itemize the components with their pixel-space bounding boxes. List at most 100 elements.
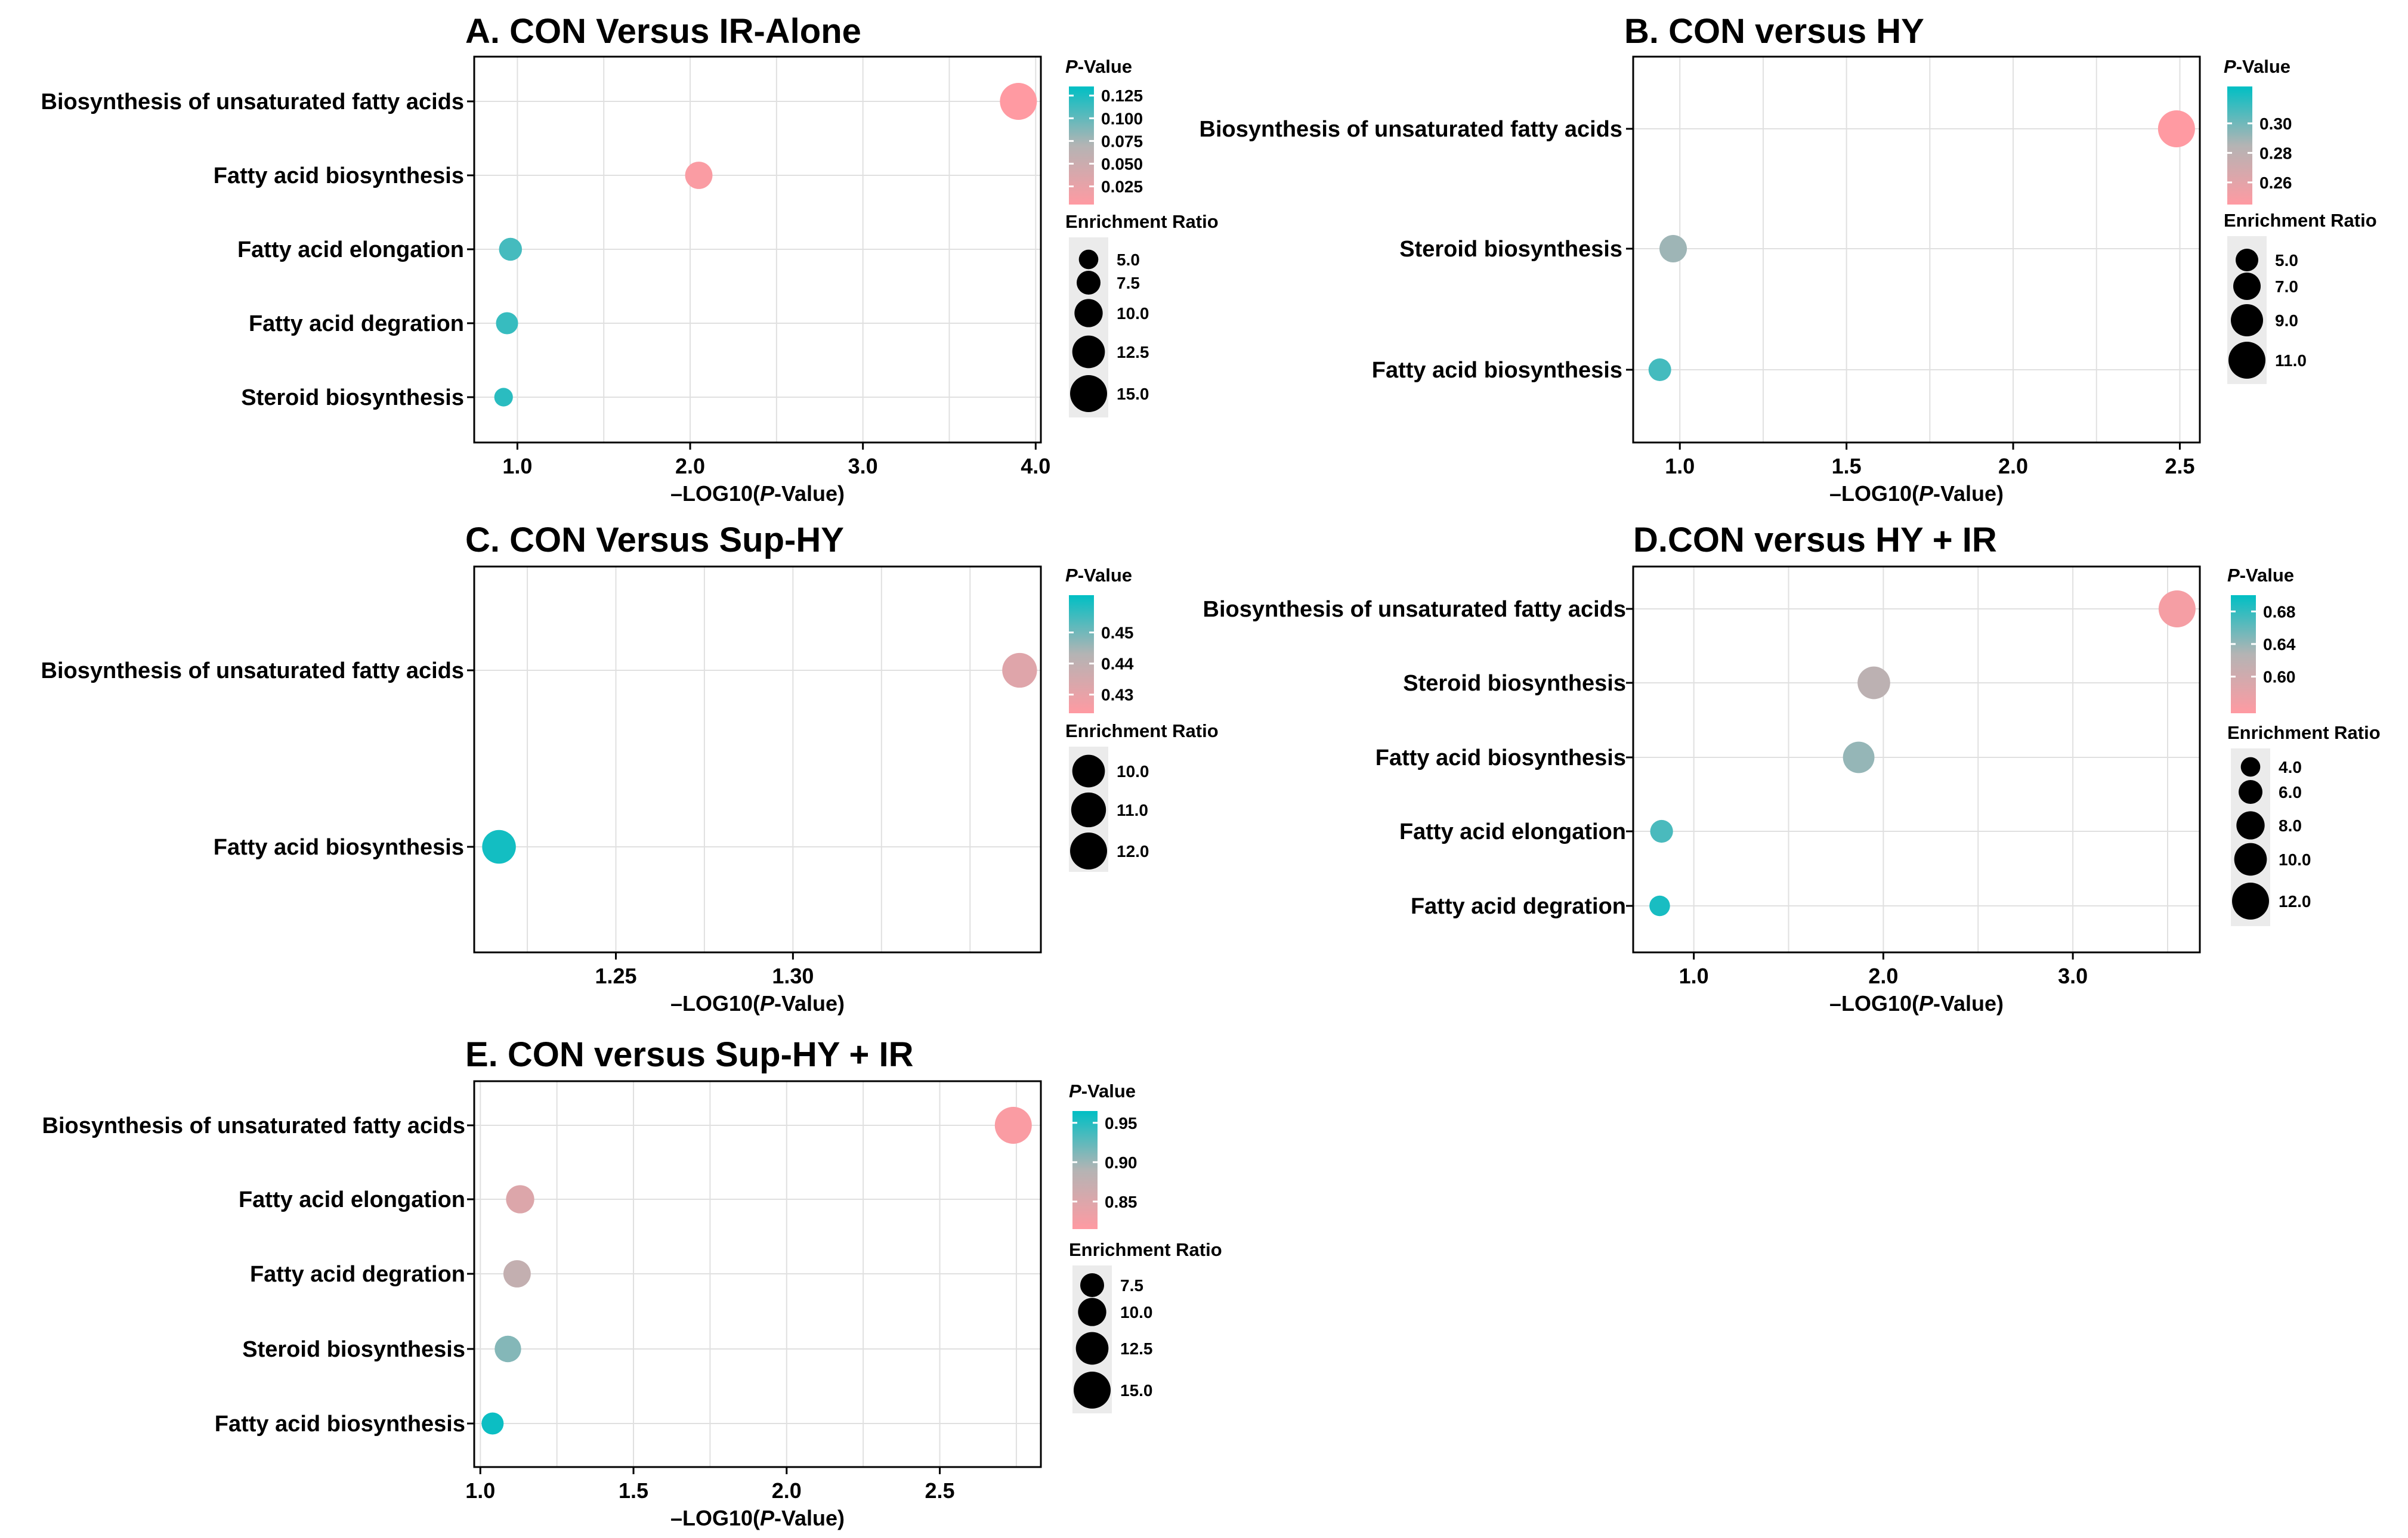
x-tick-label: 1.0 xyxy=(502,454,532,478)
size-legend-circle xyxy=(2231,304,2263,336)
y-category-label: Biosynthesis of unsaturated fatty acids xyxy=(41,89,465,115)
x-tick-label: 2.5 xyxy=(2165,454,2194,478)
size-legend-circle xyxy=(2234,843,2267,876)
y-category-label: Biosynthesis of unsaturated fatty acids xyxy=(42,1113,466,1138)
y-category-label: Fatty acid biosynthesis xyxy=(214,835,464,860)
colorbar-title: P-Value xyxy=(2227,565,2294,586)
panel-e: E. CON versus Sup-HY + IR 1.0 1.5 2.0 2.5 –LO… xyxy=(42,1035,1222,1530)
y-category-label: Steroid biosynthesis xyxy=(241,385,464,410)
panel-title: C. CON Versus Sup-HY xyxy=(465,521,844,559)
x-tick-label: 2.0 xyxy=(675,454,705,478)
data-point xyxy=(1843,741,1875,773)
size-legend-label: 7.0 xyxy=(2275,277,2298,296)
x-tick-label: 2.0 xyxy=(1868,964,1898,988)
colorbar-title: P-Value xyxy=(1069,1081,1136,1101)
size-legend-label: 10.0 xyxy=(1117,762,1149,781)
x-tick-label: 1.5 xyxy=(619,1478,648,1503)
data-point xyxy=(1857,666,1890,700)
colorbar-tick-label: 0.050 xyxy=(1101,154,1143,173)
data-point xyxy=(1000,83,1037,120)
data-point xyxy=(1648,358,1671,381)
panel-title: B. CON versus HY xyxy=(1624,12,1924,51)
colorbar-title: P-Value xyxy=(1065,565,1132,586)
data-point xyxy=(994,1107,1032,1144)
size-legend-circle xyxy=(2239,780,2262,804)
data-point xyxy=(494,1335,521,1363)
size-legend-label: 8.0 xyxy=(2279,816,2302,835)
size-legend-title: Enrichment Ratio xyxy=(1065,720,1219,741)
colorbar-tick-label: 0.68 xyxy=(2263,602,2296,621)
colorbar-tick-label: 0.30 xyxy=(2259,115,2292,133)
x-tick-label: 1.0 xyxy=(1679,964,1709,988)
y-category-label: Fatty acid degration xyxy=(1411,894,1626,919)
size-legend-label: 10.0 xyxy=(2279,850,2311,869)
size-legend-label: 15.0 xyxy=(1120,1381,1153,1400)
x-axis-title: –LOG10(P-Value) xyxy=(1829,991,2004,1016)
x-axis-title: –LOG10(P-Value) xyxy=(1829,481,2004,506)
size-legend-circle xyxy=(1074,299,1103,327)
size-legend-label: 9.0 xyxy=(2275,311,2298,330)
y-category-label: Biosynthesis of unsaturated fatty acids xyxy=(1203,597,1627,622)
size-legend-title: Enrichment Ratio xyxy=(1069,1239,1222,1260)
size-legend-circle xyxy=(2240,757,2261,777)
size-legend-circle xyxy=(1077,271,1101,295)
colorbar-tick-label: 0.025 xyxy=(1101,178,1143,196)
data-point xyxy=(481,1412,504,1435)
size-legend-label: 5.0 xyxy=(1117,250,1140,269)
size-legend-label: 15.0 xyxy=(1117,385,1149,403)
colorbar-tick-label: 0.28 xyxy=(2259,144,2292,162)
y-category-label: Fatty acid degration xyxy=(250,1262,465,1287)
x-tick-label: 4.0 xyxy=(1021,454,1050,478)
size-legend-circle xyxy=(1071,792,1106,828)
size-legend-label: 7.5 xyxy=(1120,1276,1143,1295)
plot-border xyxy=(1632,55,2201,444)
plot-border xyxy=(473,565,1042,954)
y-category-label: Steroid biosynthesis xyxy=(242,1337,465,1362)
size-legend-circle xyxy=(1070,375,1107,412)
size-legend-circle xyxy=(1072,335,1105,369)
x-tick-label: 1.30 xyxy=(772,964,814,988)
data-point xyxy=(2157,110,2195,147)
x-tick-label: 1.25 xyxy=(595,964,636,988)
plot-border xyxy=(1632,565,2201,954)
y-category-label: Steroid biosynthesis xyxy=(1403,671,1626,696)
size-legend-circle xyxy=(2233,273,2261,300)
x-tick-label: 1.0 xyxy=(465,1478,495,1503)
colorbar-tick-label: 0.64 xyxy=(2263,635,2296,654)
size-legend-title: Enrichment Ratio xyxy=(2224,210,2377,231)
data-point xyxy=(1659,235,1687,262)
y-category-label: Fatty acid elongation xyxy=(1399,819,1626,844)
x-tick-label: 3.0 xyxy=(848,454,878,478)
colorbar-tick-label: 0.44 xyxy=(1101,655,1134,673)
colorbar-tick-label: 0.60 xyxy=(2263,668,2296,686)
x-axis-title: –LOG10(P-Value) xyxy=(670,991,845,1016)
data-point xyxy=(482,830,516,864)
colorbar-gradient xyxy=(1072,1111,1098,1229)
size-legend-circle xyxy=(1078,1298,1106,1326)
size-legend-label: 4.0 xyxy=(2279,758,2302,776)
colorbar-tick-label: 0.85 xyxy=(1105,1193,1137,1211)
data-point xyxy=(499,237,523,261)
data-point xyxy=(496,312,518,335)
colorbar-title: P-Value xyxy=(1065,56,1132,77)
x-tick-label: 2.5 xyxy=(925,1478,955,1503)
panel-a: A. CON Versus IR-Alone 1.0 2.0 3.0 4.0 –LOG10… xyxy=(41,12,1219,506)
x-tick-label: 2.0 xyxy=(772,1478,802,1503)
data-point xyxy=(494,388,513,407)
x-tick-label: 1.0 xyxy=(1665,454,1695,478)
panel-d: D.CON versus HY + IR 1.0 2.0 3.0 –LOG10(P-Va… xyxy=(1203,521,2381,1016)
panel-title: D.CON versus HY + IR xyxy=(1633,521,1997,559)
y-category-label: Fatty acid biosynthesis xyxy=(1375,745,1626,770)
colorbar-title: P-Value xyxy=(2224,56,2290,77)
panel-title: E. CON versus Sup-HY + IR xyxy=(465,1035,914,1074)
colorbar-gradient xyxy=(2227,86,2252,205)
size-legend-circle xyxy=(1075,1332,1109,1365)
size-legend-label: 11.0 xyxy=(2275,351,2307,370)
size-legend-label: 12.0 xyxy=(2279,892,2311,911)
data-point xyxy=(503,1260,531,1288)
size-legend-circle xyxy=(1072,754,1105,788)
size-legend-label: 12.5 xyxy=(1120,1339,1153,1358)
data-point xyxy=(506,1185,534,1214)
colorbar-tick-label: 0.45 xyxy=(1101,624,1134,642)
colorbar-tick-label: 0.43 xyxy=(1101,686,1134,704)
